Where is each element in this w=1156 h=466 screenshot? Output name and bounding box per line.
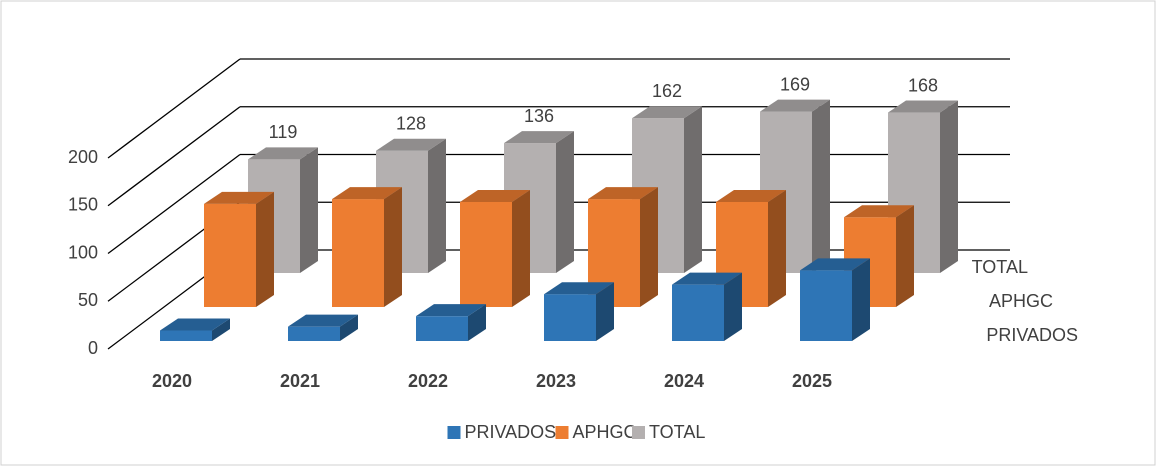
value-label: 162 xyxy=(652,81,682,101)
bar xyxy=(416,304,486,341)
bar-front xyxy=(800,270,852,341)
bar-top xyxy=(416,304,486,317)
value-label: 169 xyxy=(780,74,810,94)
bar-side xyxy=(684,106,702,273)
bar-top xyxy=(544,282,614,295)
bar-top xyxy=(632,106,702,119)
bar xyxy=(288,314,358,341)
grid-line xyxy=(107,106,241,207)
x-tick-label: 2023 xyxy=(536,371,576,391)
bar-top xyxy=(460,189,530,202)
bar-top xyxy=(248,147,318,160)
y-tick-label: 0 xyxy=(88,338,98,358)
bar-front xyxy=(160,330,212,341)
depth-label: APHGC xyxy=(989,291,1053,311)
bar xyxy=(800,258,870,341)
value-label: 119 xyxy=(269,122,298,142)
legend-label: TOTAL xyxy=(649,422,705,442)
bar-top xyxy=(288,314,358,327)
x-tick-label: 2021 xyxy=(280,371,320,391)
bar xyxy=(160,318,230,341)
grid-line xyxy=(107,153,241,255)
bar-top xyxy=(588,187,658,200)
bar-side xyxy=(468,304,486,341)
x-tick-label: 2022 xyxy=(408,371,448,391)
bar-top xyxy=(800,258,870,271)
bar-side xyxy=(640,187,658,307)
bar-side xyxy=(896,205,914,307)
x-tick-label: 2024 xyxy=(664,371,704,391)
bar-front xyxy=(672,284,724,341)
bar-top xyxy=(716,189,786,202)
bar xyxy=(460,189,530,307)
bar-front xyxy=(416,316,468,341)
depth-label: TOTAL xyxy=(972,257,1028,277)
bar-top xyxy=(888,100,958,113)
depth-label: PRIVADOS xyxy=(986,325,1078,345)
bar-side xyxy=(812,99,830,273)
bar-side xyxy=(256,191,274,307)
bar-front xyxy=(288,326,340,341)
bar-top xyxy=(376,138,446,151)
legend-swatch xyxy=(632,426,645,439)
legend-swatch xyxy=(555,426,569,439)
bar-side xyxy=(724,272,742,341)
value-label: 168 xyxy=(908,75,938,95)
bar xyxy=(544,282,614,341)
bar-top xyxy=(672,272,742,285)
bar-top xyxy=(504,131,574,144)
bar-front xyxy=(544,294,596,341)
bar-side xyxy=(212,318,230,341)
bar-top xyxy=(204,191,274,204)
bar-side xyxy=(340,314,358,341)
bar-side xyxy=(852,258,870,341)
bar-side xyxy=(940,100,958,273)
bar-front xyxy=(460,201,512,307)
bar-side xyxy=(300,147,318,273)
bar-side xyxy=(384,187,402,307)
y-tick-label: 50 xyxy=(78,290,98,310)
value-label: 128 xyxy=(396,114,426,134)
bar-side xyxy=(512,189,530,307)
x-tick-label: 2025 xyxy=(792,371,832,391)
legend-label: PRIVADOS xyxy=(465,422,557,442)
bar-top xyxy=(332,187,402,200)
bar-front xyxy=(332,199,384,307)
bar-front xyxy=(204,203,256,307)
grid-line xyxy=(107,58,241,159)
bar-side xyxy=(596,282,614,341)
bar xyxy=(204,191,274,307)
bar xyxy=(332,187,402,307)
bar-side xyxy=(556,131,574,273)
y-tick-label: 150 xyxy=(68,195,98,215)
bar xyxy=(672,272,742,341)
legend-swatch xyxy=(447,426,461,439)
x-tick-label: 2020 xyxy=(152,371,192,391)
legend-label: APHGC xyxy=(573,422,637,442)
bar-top xyxy=(160,318,230,331)
y-tick-label: 200 xyxy=(68,147,98,167)
bar-top xyxy=(760,99,830,112)
bar-top xyxy=(844,205,914,218)
y-tick-label: 100 xyxy=(68,242,98,262)
bar-side xyxy=(428,138,446,273)
value-label: 136 xyxy=(524,106,554,126)
bar-side xyxy=(768,189,786,307)
